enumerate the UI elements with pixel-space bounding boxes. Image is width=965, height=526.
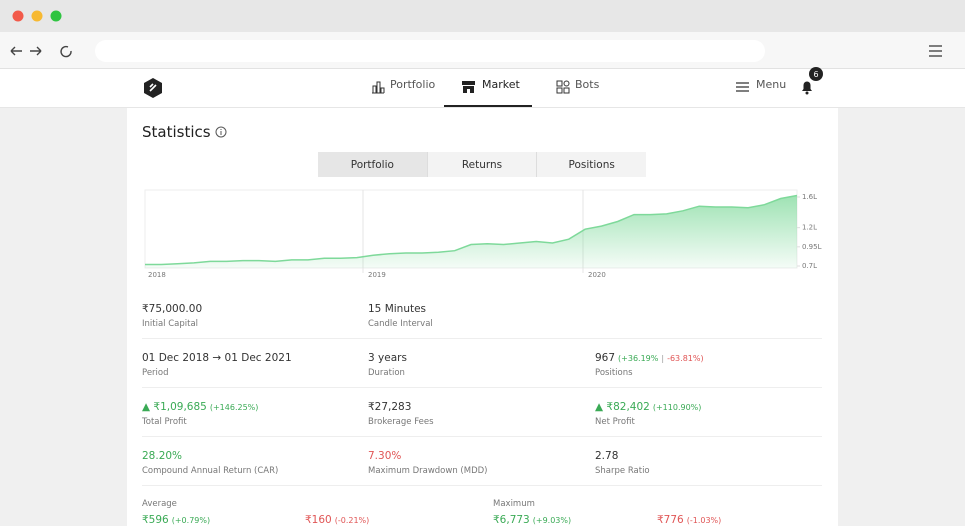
stat-number: 01 Dec 2018 → 01 Dec 2021 [142,352,292,364]
stat-label: Initial Capital [142,319,199,329]
tab[interactable]: Returns [428,152,538,177]
summary-change: (-1.03%) [686,516,722,525]
statistics-card: Statistics Portfolio Returns Positions 1… [127,108,838,526]
stat-change: -63.81%) [667,354,704,363]
stat-number: ▲ ₹1,09,685 [142,401,207,413]
stat-value: 15 Minutes [368,303,426,315]
summary-change: (+0.79%) [171,516,211,525]
summary-number: ₹596 [142,514,169,526]
area [145,195,797,268]
stat-label: Positions [595,368,633,378]
divider [142,338,822,339]
bots-icon [556,80,570,94]
info-icon[interactable] [215,126,227,138]
summary-number: ₹160 [305,514,332,526]
stat-value: 967 (+36.19% | -63.81%) [595,352,704,364]
stat-label: Maximum Drawdown (MDD) [368,466,488,476]
back-button[interactable] [10,46,22,56]
stat-value: ₹27,283 [368,401,411,413]
market-icon [462,81,475,93]
summary-change: (-0.21%) [334,516,370,525]
stat-number: ₹75,000.00 [142,303,203,315]
stat-label: Total Profit [142,417,187,427]
nav-tab[interactable]: Bots [575,78,600,91]
stat-number: 28.20% [142,450,183,462]
stat-number: 2.78 [595,450,619,462]
divider [142,387,822,388]
stat-value: ▲ ₹1,09,685 (+146.25%) [142,401,258,413]
y-tick-label: 1.6L [802,193,817,201]
stat-label: Sharpe Ratio [595,466,650,476]
summary-change: (+9.03%) [532,516,572,525]
window-controls [12,10,62,22]
stat-change: | [661,354,665,363]
stat-number: 7.30% [368,450,402,462]
stat-value: ▲ ₹82,402 (+110.90%) [595,401,701,413]
section-title: Statistics [142,123,211,141]
stat-number: ₹27,283 [368,401,412,413]
app-nav: Portfolio Market Bots Menu 6 [0,67,965,108]
stat-label: Net Profit [595,417,635,427]
stat-number: ▲ ₹82,402 [595,401,650,413]
stat-label: Duration [368,368,405,378]
summary-number: ₹776 [657,514,684,526]
forward-button[interactable] [30,46,42,56]
logo[interactable] [143,78,163,98]
stat-value: 28.20% [142,450,182,462]
tab[interactable]: Positions [568,158,615,171]
minimize-button[interactable] [31,10,43,22]
stat-value: 7.30% [368,450,401,462]
stat-number: 967 [595,352,616,364]
menu-button[interactable]: Menu [756,78,787,91]
stat-value: 2.78 [595,450,618,462]
stat-change: (+110.90%) [652,403,702,412]
active-tab-underline [444,105,532,107]
stat-label: Compound Annual Return (CAR) [142,466,279,476]
browser-menu[interactable] [928,44,944,58]
window-titlebar [0,0,965,32]
summary-value: ₹596 (+0.79%) [142,514,210,526]
url-field[interactable] [95,40,765,62]
nav-tab[interactable]: Portfolio [390,78,436,91]
divider [142,436,822,437]
nav-tab-active[interactable]: Market [482,78,520,91]
x-tick-label: 2018 [148,271,166,279]
reload-button[interactable] [60,45,72,58]
stat-value: ₹75,000.00 [142,303,202,315]
tab-active[interactable]: Portfolio [318,152,428,177]
stat-number: 3 years [368,352,407,364]
summary-label: Average [142,499,177,509]
equity-chart: 1.6L 1.2L 0.95L 0.7L 2018 2019 2020 [144,189,822,279]
stat-value: 3 years [368,352,407,364]
stat-label: Period [142,368,169,378]
x-tick-label: 2019 [368,271,386,279]
summary-number: ₹6,773 [493,514,530,526]
stat-change: (+146.25%) [209,403,259,412]
stat-label: Brokerage Fees [368,417,434,427]
divider [142,485,822,486]
y-tick-label: 0.95L [802,243,822,251]
x-tick-label: 2020 [588,271,606,279]
stat-value: 01 Dec 2018 → 01 Dec 2021 [142,352,292,364]
close-button[interactable] [12,10,24,22]
summary-value: ₹776 (-1.03%) [657,514,721,526]
line [145,194,798,266]
stat-number: 15 Minutes [368,303,427,315]
y-tick-label: 1.2L [802,224,817,232]
address-row [0,32,965,69]
summary-value: ₹160 (-0.21%) [305,514,369,526]
summary-label: Maximum [493,499,535,509]
tab-group: Portfolio Returns Positions [318,152,646,177]
portfolio-icon [372,81,385,94]
notification-badge: 6 [809,67,823,81]
browser-buttons [10,45,72,58]
maximize-button[interactable] [50,10,62,22]
stat-label: Candle Interval [368,319,433,329]
bell-icon[interactable] [800,79,814,95]
y-tick-label: 0.7L [802,262,817,270]
menu-icon [736,82,749,92]
summary-value: ₹6,773 (+9.03%) [493,514,571,526]
stat-change: (+36.19% [618,354,659,363]
